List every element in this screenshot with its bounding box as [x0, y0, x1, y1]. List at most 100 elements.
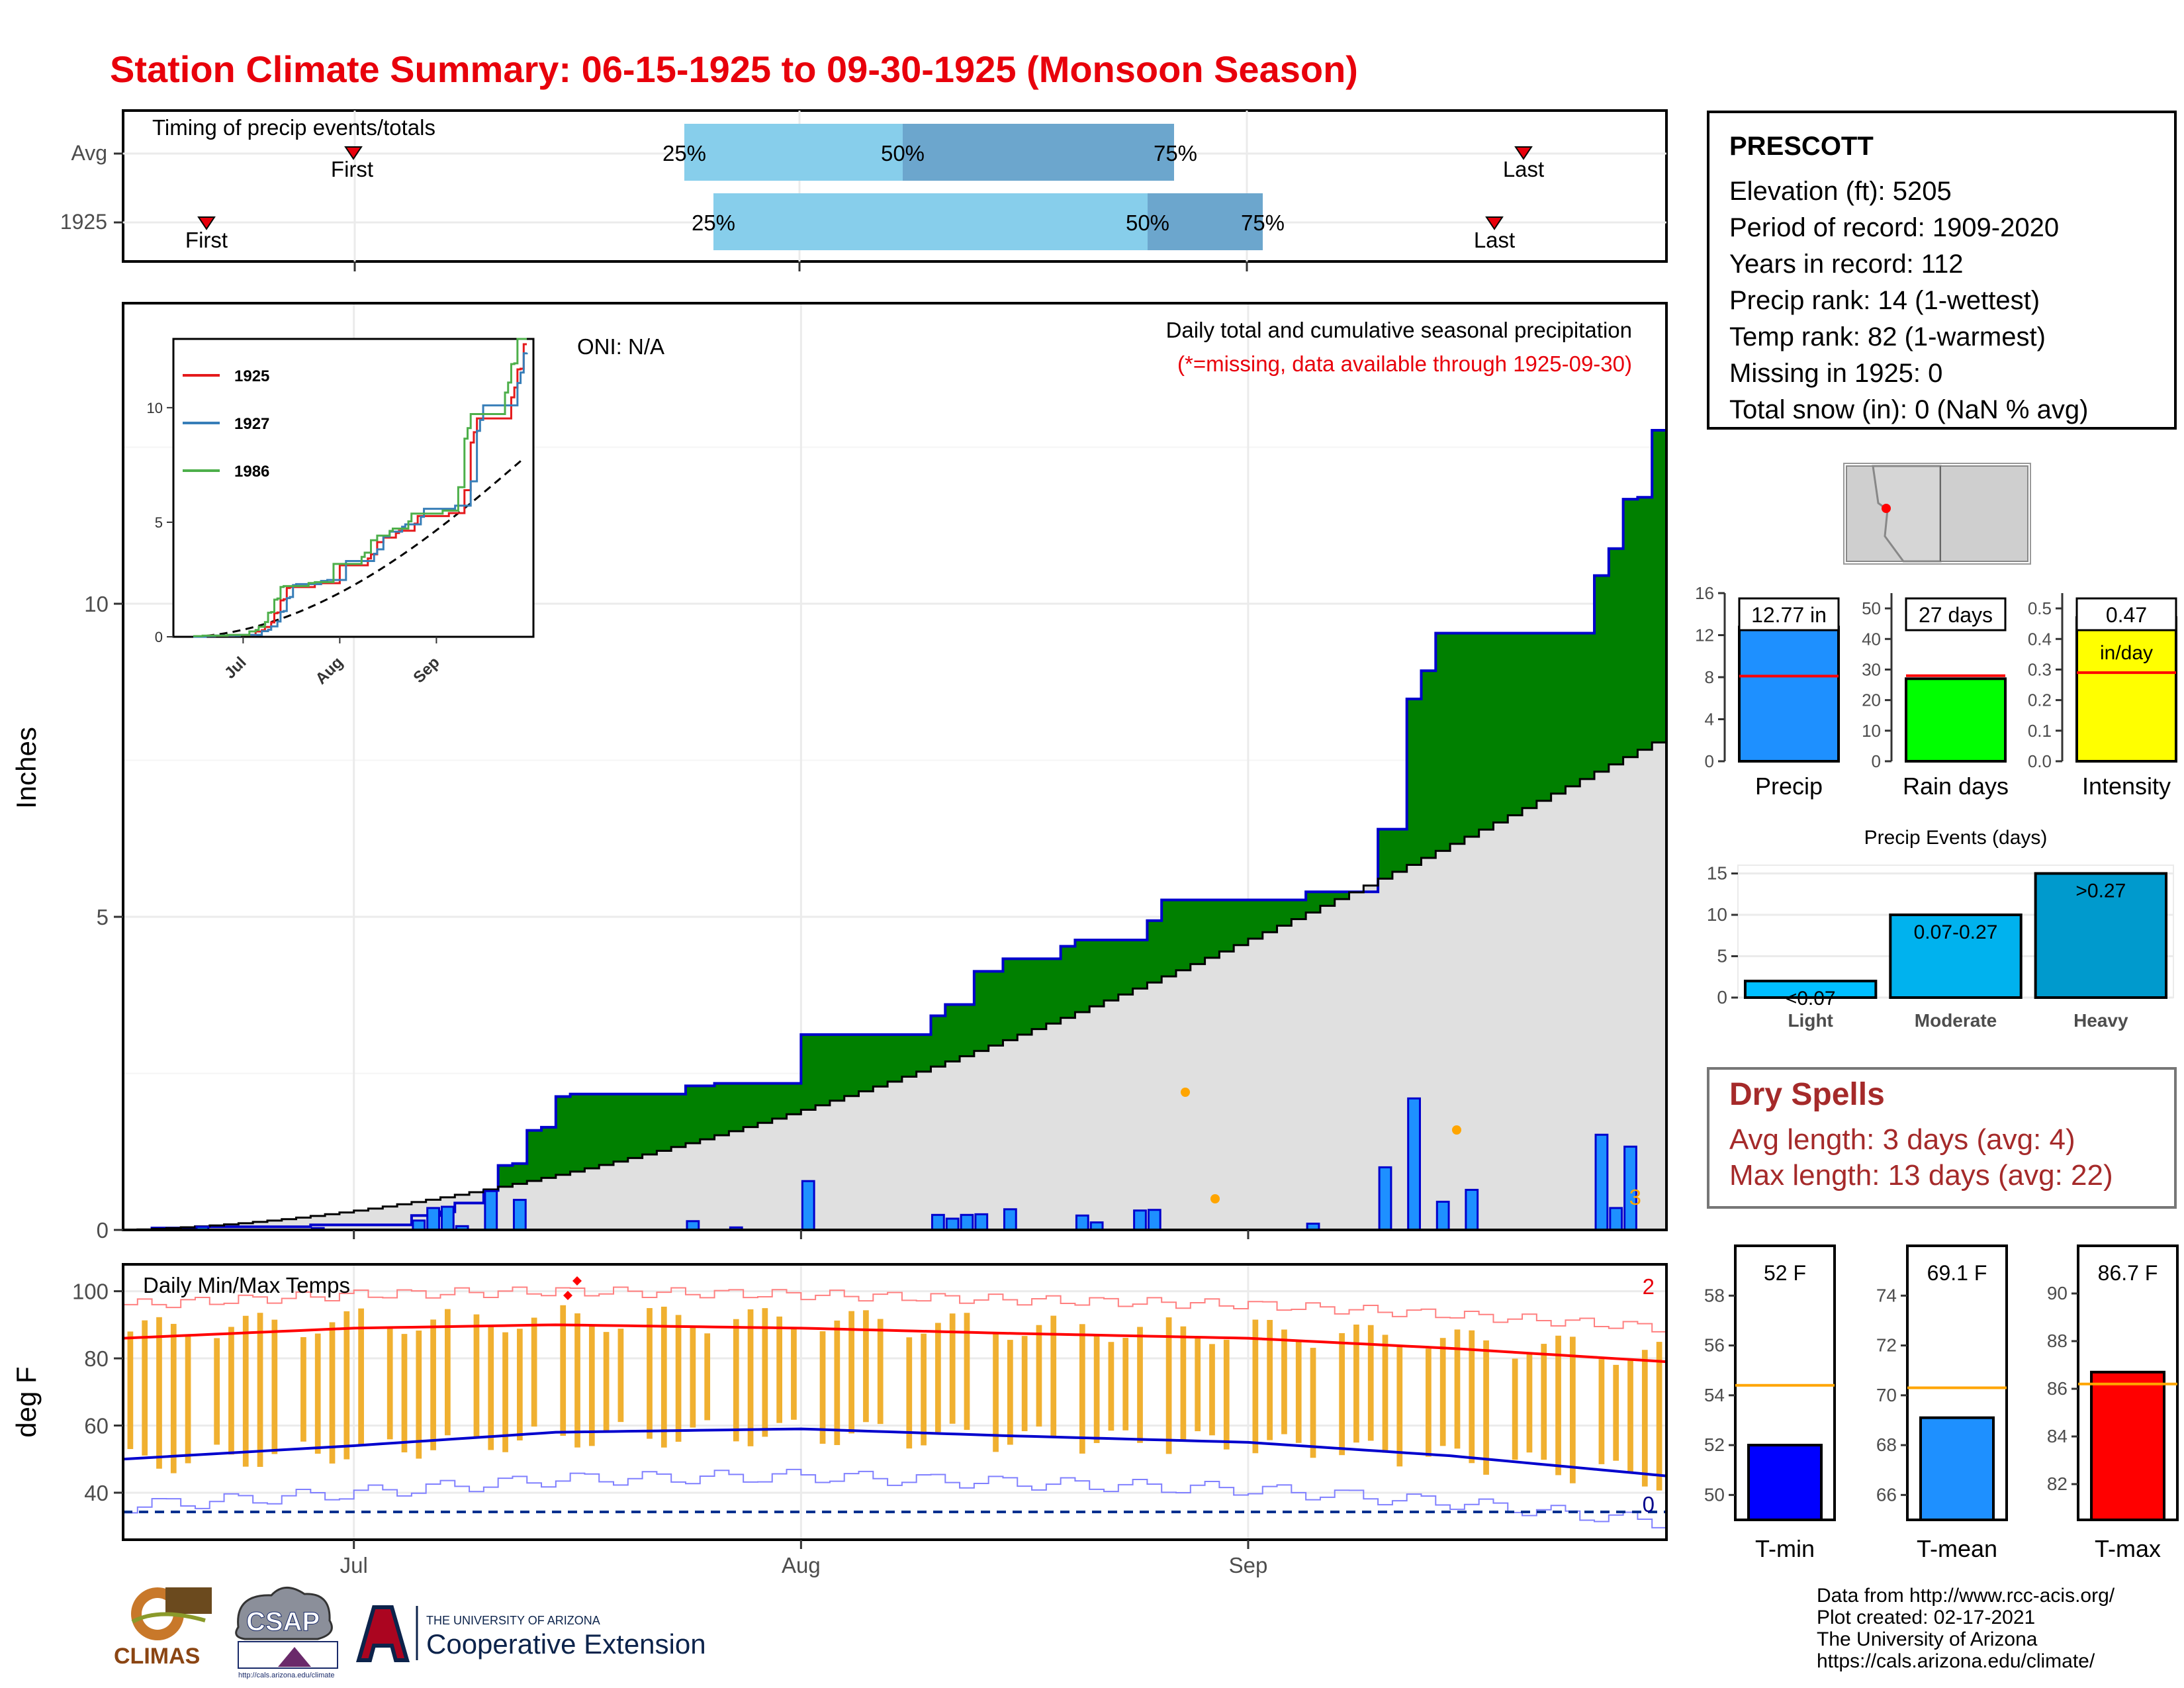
record-high-marker [572, 1276, 582, 1286]
daily-temp-bar [921, 1333, 927, 1446]
avg-q50-q75-bar [903, 124, 1174, 181]
1925-q75-label: 75% [1241, 211, 1285, 235]
month-tick-label: Sep [1229, 1553, 1268, 1577]
daily-precip-bar [1407, 1097, 1421, 1231]
daily-temp-bar [1569, 1336, 1576, 1483]
page-title: Station Climate Summary: 06-15-1925 to 0… [110, 48, 1358, 90]
intensity-chart-ytick: 0.0 [2028, 751, 2052, 771]
daily-temp-bar [1036, 1325, 1042, 1427]
cumulative-surplus-area [123, 430, 1666, 1230]
temp-ytick-label: 80 [84, 1346, 109, 1371]
temp-summary-chart: 66 68 70 72 74 69.1 F T-mean [1876, 1244, 2008, 1562]
daily-temp-bar [747, 1309, 754, 1446]
events-ytick: 15 [1707, 863, 1727, 884]
intensity-chart-category-label: Intensity [2082, 773, 2171, 800]
daily-temp-bar [531, 1317, 537, 1427]
temp-summary-bar [1747, 1444, 1823, 1521]
inset-ytick-label: 5 [155, 514, 163, 531]
daily-temp-bar [1483, 1340, 1489, 1475]
1925-first-label: First [185, 228, 228, 252]
daily-temp-bar [185, 1335, 191, 1464]
daily-temp-bar [214, 1338, 220, 1445]
daily-temp-bar [343, 1311, 350, 1460]
inset-ytick-label: 10 [147, 400, 163, 416]
credits: Data from http://www.rcc-acis.org/ Plot … [1817, 1585, 2115, 1672]
events-ytick: 5 [1717, 946, 1727, 966]
station-period: Period of record: 1909-2020 [1729, 213, 2060, 242]
credit-line: The University of Arizona [1817, 1628, 2038, 1650]
daily-precip-bar [960, 1213, 974, 1231]
daily-temp-bar [949, 1313, 956, 1424]
avg-last-marker [1514, 146, 1533, 160]
csap-url: http://cals.arizona.edu/climate [238, 1671, 335, 1679]
precip-ytick-label: 0 [97, 1218, 109, 1243]
station-precip-rank: Precip rank: 14 (1-wettest) [1729, 286, 2040, 315]
daily-temp-bar [1339, 1333, 1345, 1456]
daily-temp-bar [877, 1319, 884, 1425]
temp-summary-ytick: 66 [1876, 1484, 1897, 1505]
daily-temp-bar [430, 1319, 436, 1450]
daily-temp-bar [271, 1319, 278, 1454]
month-tick-label: Aug [782, 1553, 821, 1577]
temp-summary-ytick: 74 [1876, 1285, 1897, 1305]
daily-temp-bar [617, 1329, 624, 1423]
temp-summary-chart: 50 52 54 56 58 52 F T-min [1704, 1244, 1836, 1562]
daily-temp-bar [1093, 1336, 1100, 1443]
daily-temp-bar [1021, 1336, 1028, 1432]
daily-temp-bar [791, 1328, 797, 1420]
daily-temp-bar [1367, 1325, 1374, 1441]
temp-summary-ytick: 84 [2047, 1426, 2068, 1446]
daily-precip-bar [426, 1207, 440, 1231]
daily-temp-bar [935, 1323, 941, 1432]
precip-subheader: (*=missing, data available through 1925-… [1177, 352, 1632, 376]
university-of-arizona-logo[interactable]: THE UNIVERSITY OF ARIZONA Cooperative Ex… [356, 1605, 706, 1662]
intensity-chart-value-label: 0.47 [2106, 603, 2147, 627]
temp-summary-ytick: 72 [1876, 1335, 1897, 1356]
daily-temp-bar [906, 1337, 913, 1449]
temp-summary-value: 69.1 F [1927, 1261, 1987, 1285]
inset-legend-label: 1986 [234, 463, 269, 481]
temp-ytick-label: 100 [72, 1280, 109, 1304]
dry-spells-max: Max length: 13 days (avg: 22) [1729, 1159, 2113, 1192]
daily-temp-bar [1267, 1319, 1273, 1440]
temp-summary-ytick: 56 [1704, 1335, 1725, 1356]
inset-legend-label: 1925 [234, 367, 269, 385]
precip-ytick-label: 5 [97, 905, 109, 929]
events-bar-label: 0.07-0.27 [1914, 921, 1998, 943]
dry-spells-box: Dry Spells Avg length: 3 days (avg: 4) M… [1707, 1067, 2177, 1209]
station-name: PRESCOTT [1729, 132, 1874, 161]
timing-title: Timing of precip events/totals [152, 115, 435, 140]
station-snow: Total snow (in): 0 (NaN % avg) [1729, 395, 2089, 424]
temp-summary-ytick: 86 [2047, 1378, 2068, 1399]
daily-temp-bar [1454, 1329, 1461, 1449]
daily-temp-bar [142, 1320, 148, 1456]
daily-precip-bar [1075, 1214, 1089, 1231]
daily-temp-bar [964, 1313, 970, 1430]
daily-temp-bar [1137, 1327, 1143, 1443]
rain-days-chart: 0 10 20 30 40 50 27 days Rain days [1862, 593, 2009, 800]
daily-temp-bar [1382, 1335, 1388, 1453]
daily-temp-bar [473, 1314, 480, 1438]
daily-temp-bar [574, 1313, 580, 1448]
daily-temp-bar [834, 1320, 841, 1445]
temp-summary-bar [2090, 1370, 2165, 1522]
daily-precip-bar [1378, 1166, 1392, 1231]
csap-logo[interactable]: CSAP http://cals.arizona.edu/climate [235, 1587, 338, 1679]
avg-first-label: First [331, 157, 373, 181]
precip-record-count: 3 [1629, 1185, 1641, 1209]
climas-logo[interactable]: CLIMAS [114, 1587, 212, 1669]
inset-series-line [193, 338, 527, 637]
oni-label: ONI: N/A [577, 334, 664, 359]
daily-temp-bar [1641, 1350, 1648, 1487]
temp-summary-chart: 82 84 86 88 90 86.7 F T-max [2047, 1244, 2179, 1562]
1925-last-label: Last [1474, 228, 1515, 252]
daily-precip-bar [484, 1190, 498, 1231]
daily-temp-bar [1252, 1319, 1259, 1454]
daily-precip-bar [801, 1180, 815, 1231]
daily-temp-bar [1656, 1342, 1662, 1491]
rain-days-chart-ytick: 30 [1862, 659, 1881, 679]
daily-temp-bar [257, 1313, 263, 1467]
credit-line: Plot created: 02-17-2021 [1817, 1607, 2036, 1628]
daily-temp-bar [1426, 1348, 1432, 1457]
